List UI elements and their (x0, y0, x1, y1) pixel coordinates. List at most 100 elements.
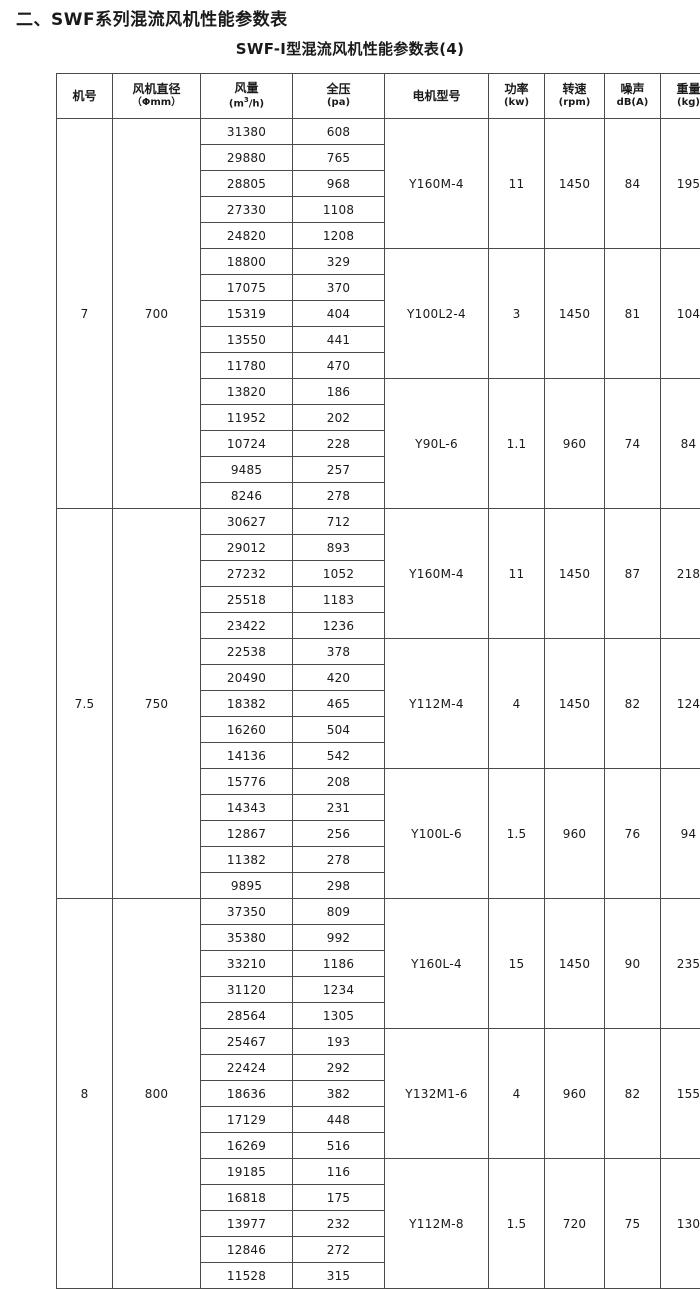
cell-total-pressure: 292 (293, 1055, 385, 1081)
cell-power: 1.5 (489, 1159, 545, 1289)
cell-power: 3 (489, 249, 545, 379)
cell-air-flow: 22538 (201, 639, 293, 665)
cell-total-pressure: 298 (293, 873, 385, 899)
cell-motor-model: Y160L-4 (385, 899, 489, 1029)
cell-total-pressure: 202 (293, 405, 385, 431)
cell-weight: 155 (661, 1029, 700, 1159)
cell-air-flow: 31120 (201, 977, 293, 1003)
column-header-unit: （Φmm） (113, 97, 200, 110)
performance-table-container: 机号风机直径（Φmm）风量(m3/h)全压(pa)电机型号功率(kw)转速(rp… (56, 73, 668, 1289)
cell-air-flow: 31380 (201, 119, 293, 145)
table-header: 机号风机直径（Φmm）风量(m3/h)全压(pa)电机型号功率(kw)转速(rp… (57, 74, 700, 119)
cell-motor-model: Y132M1-6 (385, 1029, 489, 1159)
cell-weight: 94 (661, 769, 700, 899)
cell-speed: 720 (545, 1159, 605, 1289)
column-header-label: 噪声 (620, 82, 644, 96)
cell-total-pressure: 404 (293, 301, 385, 327)
cell-total-pressure: 992 (293, 925, 385, 951)
cell-fan-diameter: 700 (113, 119, 201, 509)
cell-air-flow: 18382 (201, 691, 293, 717)
cell-total-pressure: 278 (293, 483, 385, 509)
cell-air-flow: 18800 (201, 249, 293, 275)
cell-motor-model: Y100L2-4 (385, 249, 489, 379)
cell-weight: 195 (661, 119, 700, 249)
cell-total-pressure: 272 (293, 1237, 385, 1263)
cell-air-flow: 11382 (201, 847, 293, 873)
cell-air-flow: 13550 (201, 327, 293, 353)
cell-air-flow: 13977 (201, 1211, 293, 1237)
cell-noise: 87 (605, 509, 661, 639)
cell-air-flow: 19185 (201, 1159, 293, 1185)
cell-air-flow: 14343 (201, 795, 293, 821)
cell-noise: 82 (605, 1029, 661, 1159)
cell-air-flow: 14136 (201, 743, 293, 769)
cell-machine-no: 8 (57, 899, 113, 1289)
column-header-machine-no: 机号 (57, 74, 113, 119)
column-header-power: 功率(kw) (489, 74, 545, 119)
cell-air-flow: 30627 (201, 509, 293, 535)
column-header-label: 重量 (676, 82, 700, 96)
cell-power: 4 (489, 639, 545, 769)
cell-air-flow: 28564 (201, 1003, 293, 1029)
cell-motor-model: Y90L-6 (385, 379, 489, 509)
cell-total-pressure: 186 (293, 379, 385, 405)
column-header-unit: (kw) (489, 97, 544, 110)
cell-air-flow: 25518 (201, 587, 293, 613)
cell-speed: 1450 (545, 899, 605, 1029)
cell-total-pressure: 1305 (293, 1003, 385, 1029)
cell-total-pressure: 257 (293, 457, 385, 483)
cell-noise: 84 (605, 119, 661, 249)
cell-weight: 130 (661, 1159, 700, 1289)
column-header-unit: dB(A) (605, 97, 660, 110)
cell-motor-model: Y112M-8 (385, 1159, 489, 1289)
cell-air-flow: 13820 (201, 379, 293, 405)
column-header-fan-diameter: 风机直径（Φmm） (113, 74, 201, 119)
cell-speed: 960 (545, 1029, 605, 1159)
cell-speed: 960 (545, 379, 605, 509)
column-header-unit: (pa) (293, 97, 384, 110)
cell-air-flow: 24820 (201, 223, 293, 249)
cell-total-pressure: 448 (293, 1107, 385, 1133)
cell-power: 11 (489, 509, 545, 639)
cell-motor-model: Y160M-4 (385, 119, 489, 249)
column-header-label: 功率 (504, 82, 528, 96)
cell-total-pressure: 441 (293, 327, 385, 353)
cell-motor-model: Y112M-4 (385, 639, 489, 769)
cell-air-flow: 20490 (201, 665, 293, 691)
cell-motor-model: Y160M-4 (385, 509, 489, 639)
header-row: 机号风机直径（Φmm）风量(m3/h)全压(pa)电机型号功率(kw)转速(rp… (57, 74, 700, 119)
cell-weight: 235 (661, 899, 700, 1029)
cell-total-pressure: 542 (293, 743, 385, 769)
cell-total-pressure: 608 (293, 119, 385, 145)
cell-air-flow: 29880 (201, 145, 293, 171)
cell-air-flow: 16269 (201, 1133, 293, 1159)
cell-air-flow: 11780 (201, 353, 293, 379)
cell-air-flow: 22424 (201, 1055, 293, 1081)
cell-total-pressure: 1236 (293, 613, 385, 639)
cell-air-flow: 16818 (201, 1185, 293, 1211)
cell-motor-model: Y100L-6 (385, 769, 489, 899)
column-header-label: 风量 (234, 81, 258, 95)
cell-fan-diameter: 750 (113, 509, 201, 899)
column-header-unit: (kg) (661, 97, 700, 110)
cell-air-flow: 29012 (201, 535, 293, 561)
cell-air-flow: 35380 (201, 925, 293, 951)
cell-air-flow: 9485 (201, 457, 293, 483)
cell-total-pressure: 465 (293, 691, 385, 717)
cell-air-flow: 28805 (201, 171, 293, 197)
cell-total-pressure: 1183 (293, 587, 385, 613)
column-header-label: 风机直径 (132, 82, 180, 96)
cell-noise: 76 (605, 769, 661, 899)
cell-air-flow: 8246 (201, 483, 293, 509)
cell-machine-no: 7 (57, 119, 113, 509)
cell-air-flow: 16260 (201, 717, 293, 743)
cell-speed: 960 (545, 769, 605, 899)
cell-noise: 74 (605, 379, 661, 509)
cell-total-pressure: 765 (293, 145, 385, 171)
cell-total-pressure: 256 (293, 821, 385, 847)
cell-total-pressure: 420 (293, 665, 385, 691)
cell-speed: 1450 (545, 639, 605, 769)
cell-air-flow: 11952 (201, 405, 293, 431)
cell-total-pressure: 370 (293, 275, 385, 301)
cell-total-pressure: 315 (293, 1263, 385, 1289)
